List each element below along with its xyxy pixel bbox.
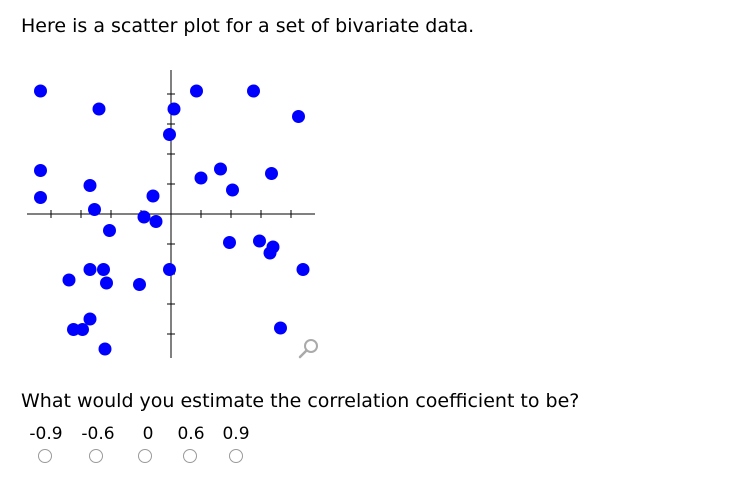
scatter-point <box>62 273 76 287</box>
scatter-point <box>98 342 112 356</box>
scatter-point <box>34 191 47 204</box>
scatter-point <box>296 263 310 276</box>
scatter-point <box>34 164 47 177</box>
scatter-point <box>190 84 203 98</box>
scatter-point <box>274 321 287 335</box>
scatter-point <box>292 110 305 123</box>
scatter-point <box>223 236 236 249</box>
scatter-point <box>137 210 151 224</box>
scatter-point <box>263 246 277 260</box>
scatter-point <box>163 263 176 276</box>
radio-choice-0-6[interactable] <box>183 449 197 463</box>
scatter-point <box>67 323 80 336</box>
radio-choice-neg-0-9[interactable] <box>38 449 52 463</box>
scatter-point <box>83 312 97 326</box>
choice-label-0: 0 <box>142 424 154 444</box>
scatter-point <box>247 84 260 98</box>
scatter-point <box>133 278 146 291</box>
scatter-point <box>194 171 208 185</box>
plot-points <box>34 84 310 356</box>
scatter-point <box>83 263 97 276</box>
scatter-point <box>100 276 113 290</box>
radio-choice-0[interactable] <box>138 449 152 463</box>
scatter-point <box>92 102 106 116</box>
scatter-point <box>265 167 278 180</box>
radio-choice-neg-0-6[interactable] <box>89 449 103 463</box>
choice-label-0-6: 0.6 <box>177 424 205 444</box>
scatter-point <box>34 84 47 98</box>
question-text: What would you estimate the correlation … <box>21 390 580 412</box>
zoom-button[interactable] <box>296 336 322 362</box>
scatter-point <box>163 128 176 141</box>
scatter-point <box>103 224 116 237</box>
scatter-point <box>88 203 101 216</box>
choice-label-neg-0-9: -0.9 <box>29 424 63 444</box>
scatter-point <box>146 189 160 203</box>
choice-label-0-9: 0.9 <box>222 424 250 444</box>
magnifier-icon <box>298 339 318 359</box>
radio-choice-0-9[interactable] <box>229 449 243 463</box>
choice-label-neg-0-6: -0.6 <box>81 424 115 444</box>
scatter-point <box>253 234 266 248</box>
scatter-point <box>83 179 97 192</box>
scatter-point <box>167 102 181 116</box>
scatter-point <box>97 263 110 276</box>
scatter-point <box>226 183 239 197</box>
prompt-text: Here is a scatter plot for a set of biva… <box>21 15 475 37</box>
scatter-point <box>76 323 89 336</box>
scatter-point <box>214 162 227 176</box>
scatter-point <box>149 215 163 228</box>
